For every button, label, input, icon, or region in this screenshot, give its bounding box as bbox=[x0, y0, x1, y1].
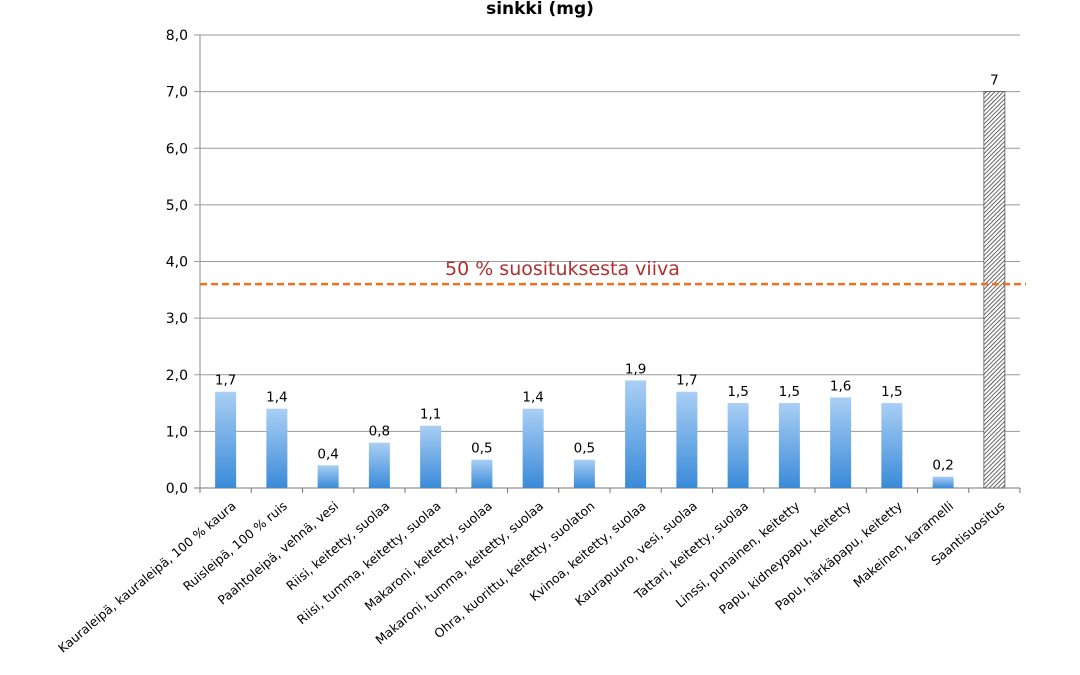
bar bbox=[727, 403, 749, 488]
data-label: 7 bbox=[990, 73, 999, 89]
data-label: 1,4 bbox=[266, 390, 287, 406]
chart-title: sinkki (mg) bbox=[486, 0, 594, 19]
data-label: 1,4 bbox=[522, 390, 543, 406]
bar bbox=[368, 442, 390, 488]
data-label: 1,7 bbox=[676, 373, 697, 389]
bar bbox=[676, 391, 698, 488]
data-label: 1,1 bbox=[420, 407, 441, 423]
bar bbox=[420, 425, 442, 488]
data-label: 0,5 bbox=[471, 441, 492, 457]
bar bbox=[573, 459, 595, 488]
y-tick-label: 0,0 bbox=[166, 481, 188, 497]
data-label: 0,4 bbox=[317, 446, 338, 462]
bar bbox=[317, 465, 339, 488]
bar bbox=[266, 408, 288, 488]
bar bbox=[778, 403, 800, 488]
data-label: 0,2 bbox=[932, 458, 953, 474]
y-tick-label: 7,0 bbox=[166, 85, 188, 101]
bar bbox=[881, 403, 903, 488]
data-label: 1,7 bbox=[215, 373, 236, 389]
data-label: 1,9 bbox=[625, 361, 646, 377]
data-label: 1,5 bbox=[727, 384, 748, 400]
x-tick-label: Kauraleipä, kauraleipä, 100 % kaura bbox=[55, 498, 239, 656]
bar bbox=[625, 380, 647, 488]
data-label: 0,5 bbox=[574, 441, 595, 457]
data-label: 0,8 bbox=[369, 424, 390, 440]
bar bbox=[932, 476, 954, 488]
y-tick-label: 4,0 bbox=[166, 255, 188, 271]
data-label: 1,5 bbox=[779, 384, 800, 400]
y-tick-label: 8,0 bbox=[166, 28, 188, 44]
reference-line-label: 50 % suosituksesta viiva bbox=[445, 258, 680, 280]
data-label: 1,6 bbox=[830, 378, 851, 394]
bar bbox=[471, 459, 493, 488]
y-tick-label: 3,0 bbox=[166, 311, 188, 327]
bar bbox=[215, 391, 237, 488]
y-tick-label: 1,0 bbox=[166, 424, 188, 440]
x-tick-label: Makeinen, karamelli bbox=[850, 498, 956, 590]
bar bbox=[522, 408, 544, 488]
data-label: 1,5 bbox=[881, 384, 902, 400]
y-tick-label: 6,0 bbox=[166, 141, 188, 157]
y-tick-label: 2,0 bbox=[166, 368, 188, 384]
bar bbox=[830, 397, 852, 488]
y-tick-label: 5,0 bbox=[166, 198, 188, 214]
bar bbox=[983, 91, 1006, 489]
